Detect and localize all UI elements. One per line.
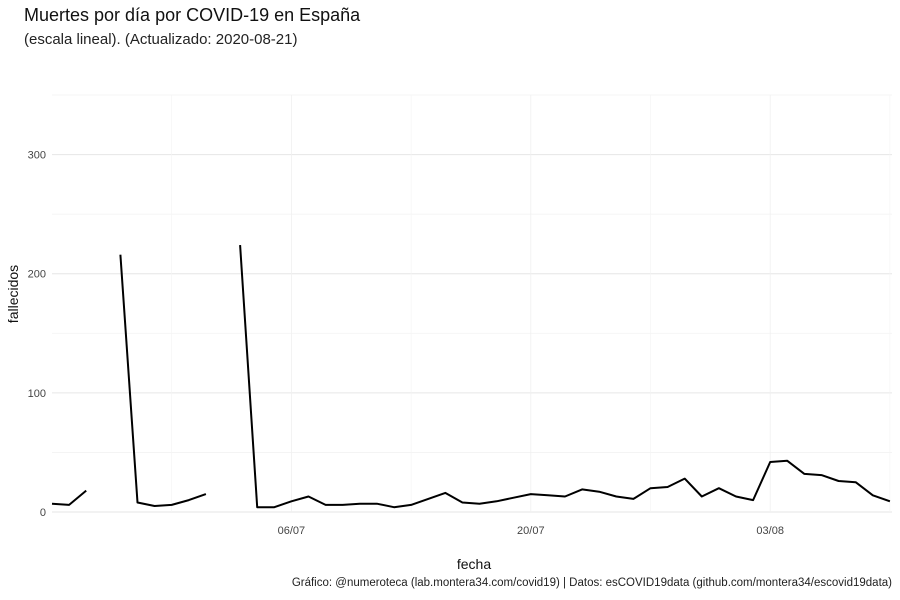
y-tick-label: 100 bbox=[28, 388, 46, 400]
chart-subtitle: (escala lineal). (Actualizado: 2020-08-2… bbox=[24, 31, 298, 48]
chart-caption: Gráfico: @numeroteca (lab.montera34.com/… bbox=[291, 577, 892, 589]
chart-title: Muertes por día por COVID-19 en España bbox=[24, 5, 361, 25]
grid bbox=[52, 94, 892, 513]
y-tick-label: 200 bbox=[28, 269, 46, 281]
y-axis: 0 100 200 300 bbox=[28, 150, 46, 519]
series-line bbox=[51, 245, 891, 509]
x-tick-label: 06/07 bbox=[278, 525, 306, 537]
x-axis-title: fecha bbox=[457, 556, 491, 572]
y-axis-title: fallecidos bbox=[5, 265, 21, 323]
y-tick-label: 0 bbox=[40, 507, 46, 519]
x-axis: 06/07 20/07 03/08 bbox=[278, 525, 784, 537]
series-path bbox=[51, 245, 891, 509]
x-tick-label: 03/08 bbox=[756, 525, 784, 537]
x-tick-label: 20/07 bbox=[517, 525, 545, 537]
y-tick-label: 300 bbox=[28, 150, 46, 162]
